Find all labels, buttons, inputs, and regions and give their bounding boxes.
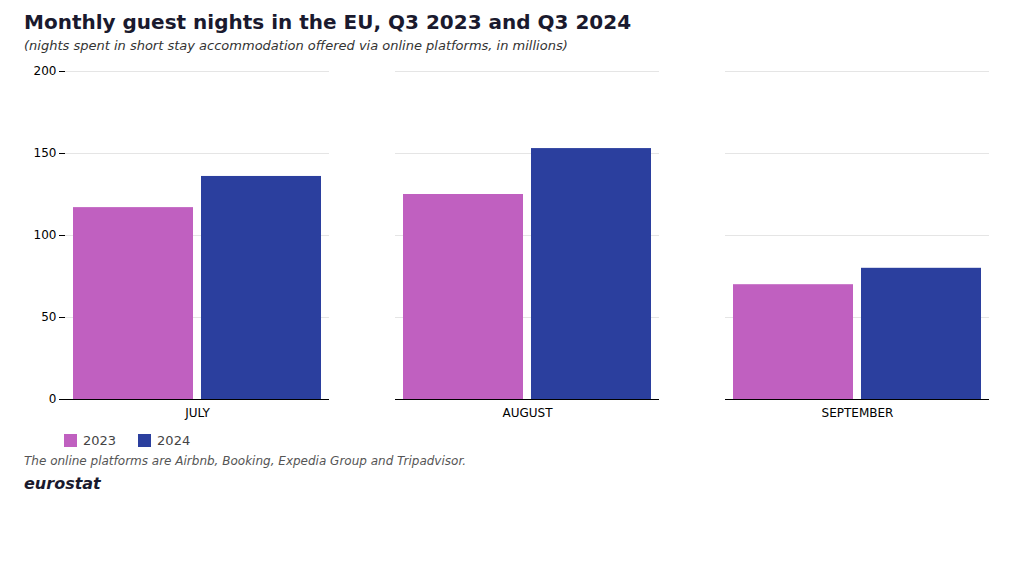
- svg-text:0: 0: [49, 392, 57, 406]
- html-text:(nights spent in short stay ac: (nights spent in short stay accommodatio…: [24, 38, 568, 53]
- svg-text:AUGUST: AUGUST: [502, 406, 553, 420]
- html-text:The online platforms are Airbn: The online platforms are Airbnb, Booking…: [24, 454, 466, 468]
- svg-text:200: 200: [34, 64, 57, 78]
- html-text:2023: 2023: [83, 433, 117, 448]
- svg-text:50: 50: [41, 310, 56, 324]
- svg-text:150: 150: [34, 146, 57, 160]
- html-text:Monthly guest nights in the EU: Monthly guest nights in the EU, Q3 2023 …: [24, 10, 632, 34]
- html-text:eurostat: eurostat: [24, 474, 101, 493]
- svg-text:JULY: JULY: [184, 406, 210, 420]
- svg-text:SEPTEMBER: SEPTEMBER: [822, 406, 894, 420]
- html-text:2024: 2024: [157, 433, 191, 448]
- svg-text:100: 100: [34, 228, 57, 242]
